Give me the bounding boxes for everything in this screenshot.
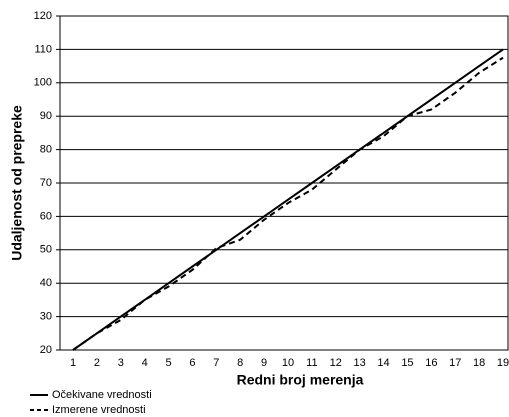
x-tick-label: 4 xyxy=(142,357,148,369)
x-tick-label: 15 xyxy=(401,357,413,369)
x-tick-label: 10 xyxy=(282,357,294,369)
x-tick-label: 14 xyxy=(377,357,389,369)
x-tick-label: 19 xyxy=(497,357,509,369)
y-tick-label: 30 xyxy=(40,311,52,323)
x-tick-label: 11 xyxy=(306,357,317,369)
x-tick-label: 13 xyxy=(354,357,366,369)
x-tick-label: 7 xyxy=(213,357,219,369)
x-tick-label: 9 xyxy=(261,357,267,369)
y-tick-label: 50 xyxy=(40,244,52,256)
x-tick-label: 16 xyxy=(425,357,437,369)
x-tick-label: 17 xyxy=(449,357,461,369)
y-tick-label: 90 xyxy=(40,110,52,122)
y-tick-label: 110 xyxy=(34,43,52,55)
y-axis-label: Udaljenost od prepreke xyxy=(9,105,25,261)
y-tick-label: 100 xyxy=(34,77,52,89)
y-tick-label: 20 xyxy=(40,344,52,356)
x-tick-label: 5 xyxy=(165,357,171,369)
x-tick-label: 2 xyxy=(94,357,100,369)
x-axis-label: Redni broj merenja xyxy=(237,372,364,388)
x-tick-label: 18 xyxy=(473,357,485,369)
x-tick-label: 8 xyxy=(237,357,243,369)
y-tick-label: 80 xyxy=(40,144,52,156)
legend-label: Izmerene vrednosti xyxy=(52,404,146,416)
x-tick-label: 3 xyxy=(118,357,124,369)
y-tick-label: 70 xyxy=(40,177,52,189)
line-series xyxy=(72,56,504,351)
legend-label: Očekivane vrednosti xyxy=(52,389,152,401)
y-tick-label: 40 xyxy=(40,277,52,289)
y-tick-label: 60 xyxy=(40,210,52,222)
x-tick-label: 6 xyxy=(189,357,195,369)
line-series xyxy=(72,48,504,351)
x-tick-label: 12 xyxy=(330,357,342,369)
y-tick-label: 120 xyxy=(34,10,52,22)
x-tick-label: 1 xyxy=(70,357,76,369)
plot-frame xyxy=(59,15,509,351)
